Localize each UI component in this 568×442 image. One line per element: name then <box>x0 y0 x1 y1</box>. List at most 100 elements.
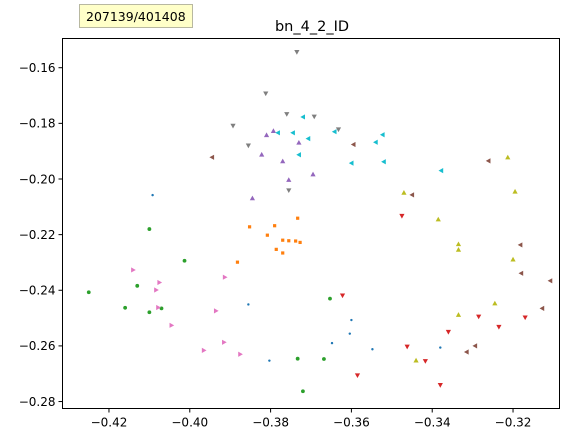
x-tick-label: −0.36 <box>333 416 370 430</box>
x-tick-label: −0.40 <box>171 416 208 430</box>
scatter-point <box>268 359 271 362</box>
y-tick-label: −0.26 <box>19 339 56 353</box>
scatter-point <box>249 195 256 201</box>
scatter-point <box>310 171 316 177</box>
y-tick-label: −0.18 <box>19 117 56 131</box>
scatter-point <box>438 168 444 174</box>
scatter-point <box>335 127 342 133</box>
x-tick-label: −0.38 <box>252 416 289 430</box>
scatter-point <box>328 296 332 301</box>
scatter-point <box>305 136 311 142</box>
scatter-point <box>265 233 269 237</box>
scatter-point <box>435 216 441 222</box>
scatter-point <box>399 213 405 219</box>
scatter-point <box>505 154 511 160</box>
y-tick-label: −0.24 <box>19 284 56 298</box>
scatter-point <box>230 123 236 129</box>
scatter-point <box>348 332 351 335</box>
scatter-point <box>247 303 250 306</box>
scatter-point <box>147 227 152 231</box>
scatter-point <box>472 343 478 349</box>
scatter-point <box>455 312 462 317</box>
scatter-point <box>209 154 215 160</box>
x-axis: −0.42 −0.40 −0.38 −0.36 −0.34 −0.32 <box>91 408 532 430</box>
scatter-point <box>381 159 386 165</box>
scatter-point <box>159 306 164 311</box>
scatter-point <box>274 247 278 251</box>
scatter-point <box>547 278 553 284</box>
scatter-point <box>401 190 407 195</box>
scatter-point <box>286 177 292 182</box>
scatter-point <box>296 152 301 158</box>
scatter-point <box>298 240 302 245</box>
x-tick-label: −0.32 <box>495 416 532 430</box>
scatter-point <box>413 357 419 363</box>
plot-frame <box>62 38 560 409</box>
scatter-point <box>201 347 207 353</box>
scatter-point <box>518 270 524 276</box>
scatter-point <box>123 305 128 310</box>
scatter-point <box>157 279 163 286</box>
scatter-point <box>463 349 469 355</box>
scatter-point <box>439 346 442 349</box>
scatter-point <box>281 238 285 242</box>
scatter-point <box>330 341 334 345</box>
scatter-point <box>409 192 415 198</box>
scatter-point <box>350 141 356 148</box>
scatter-point <box>348 160 354 166</box>
scatter-marks <box>86 50 553 394</box>
scatter-point <box>445 329 451 335</box>
scatter-point <box>284 112 290 117</box>
scatter-point <box>322 357 326 361</box>
scatter-point <box>182 258 187 263</box>
scatter-point <box>373 139 378 145</box>
scatter-point <box>522 315 528 321</box>
scatter-point <box>294 50 300 55</box>
scatter-point <box>280 158 286 164</box>
scatter-point <box>235 260 240 264</box>
x-tick-label: −0.34 <box>414 416 451 430</box>
scatter-point <box>222 339 227 345</box>
scatter-point <box>371 348 374 351</box>
scatter-point <box>496 324 502 330</box>
scatter-point <box>281 251 285 255</box>
scatter-point <box>151 193 154 197</box>
scatter-point <box>354 373 361 378</box>
x-tick-label: −0.42 <box>91 416 128 430</box>
scatter-point <box>512 188 518 194</box>
scatter-point <box>492 300 498 306</box>
scatter-point <box>131 267 136 273</box>
scatter-point <box>213 308 219 314</box>
scatter-point <box>247 225 252 229</box>
scatter-point <box>259 151 265 157</box>
scatter-point <box>238 351 243 357</box>
scatter-point <box>301 389 305 394</box>
y-tick-label: −0.16 <box>19 61 56 75</box>
scatter-point <box>476 314 482 320</box>
scatter-point <box>294 239 298 243</box>
scatter-point <box>169 322 175 328</box>
y-tick-label: −0.28 <box>19 395 56 409</box>
scatter-point <box>295 356 300 361</box>
scatter-point <box>154 287 159 293</box>
scatter-point <box>350 318 353 322</box>
scatter-point <box>339 293 346 299</box>
scatter-point <box>290 130 295 136</box>
y-tick-label: −0.20 <box>19 172 56 186</box>
scatter-point <box>135 283 140 288</box>
scatter-point <box>437 383 443 388</box>
scatter-point <box>270 128 277 133</box>
scatter-point <box>539 305 545 311</box>
scatter-point <box>296 139 302 145</box>
scatter-point <box>404 344 410 350</box>
counter-badge: 207139/401408 <box>79 4 193 28</box>
scatter-point <box>147 310 152 315</box>
scatter-point <box>422 359 428 364</box>
scatter-point <box>517 242 523 248</box>
scatter-point <box>263 91 269 97</box>
scatter-point <box>156 304 161 311</box>
y-tick-label: −0.22 <box>19 228 56 242</box>
scatter-point <box>245 143 251 149</box>
scatter-point <box>222 274 228 280</box>
